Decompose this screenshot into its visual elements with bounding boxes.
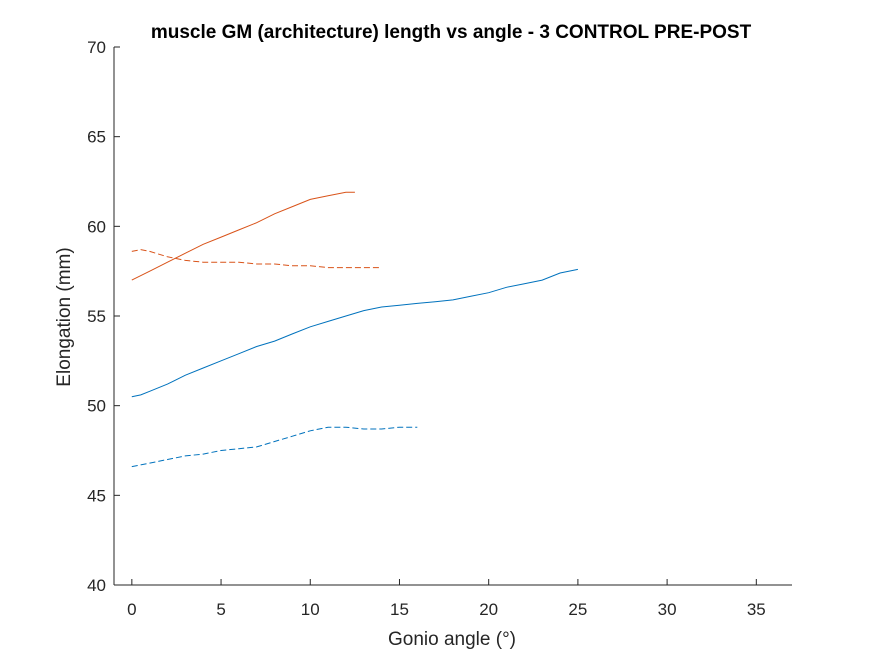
series-line-4 — [131, 249, 382, 269]
y-tick-label: 70 — [87, 38, 106, 57]
x-tick-label: 0 — [127, 600, 136, 619]
x-tick-label: 10 — [301, 600, 320, 619]
series-line-1 — [131, 268, 578, 398]
series-line-3 — [131, 191, 355, 281]
x-tick-label: 25 — [568, 600, 587, 619]
x-tick-label: 5 — [216, 600, 225, 619]
y-axis-label: Elongation (mm) — [54, 247, 75, 386]
x-axis-label: Gonio angle (°) — [388, 629, 516, 650]
y-tick-label: 55 — [87, 307, 106, 326]
y-tick-label: 45 — [87, 486, 106, 505]
x-tick-label: 15 — [390, 600, 409, 619]
y-tick-label: 65 — [87, 128, 106, 147]
y-tick-label: 60 — [87, 217, 106, 236]
chart-title: muscle GM (architecture) length vs angle… — [151, 22, 752, 43]
plot-axes: 0 5 10 15 20 25 30 35 40 45 50 55 60 65 70 — [87, 38, 792, 619]
y-tick-label: 50 — [87, 397, 106, 416]
x-tick-label: 35 — [747, 600, 766, 619]
y-tick-label: 40 — [87, 576, 106, 595]
x-tick-label: 20 — [479, 600, 498, 619]
series-layer — [131, 191, 578, 468]
series-line-2 — [131, 426, 418, 468]
x-tick-label: 30 — [658, 600, 677, 619]
